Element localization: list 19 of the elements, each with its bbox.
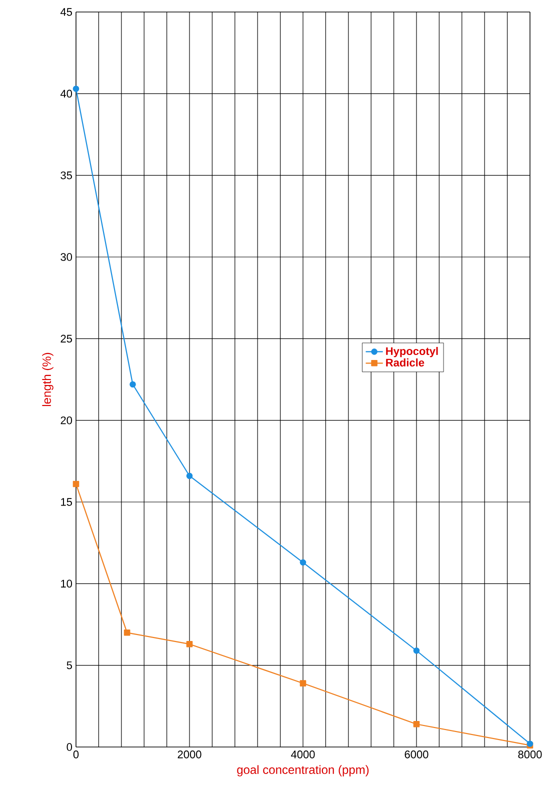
legend-label: Radicle (386, 358, 424, 366)
x-tick-label: 8000 (518, 750, 542, 758)
x-tick-label: 6000 (404, 750, 428, 758)
y-tick-label: 45 (60, 8, 72, 16)
y-tick-label: 35 (60, 171, 72, 180)
y-tick-label: 10 (61, 580, 72, 588)
y-tick-label: 40 (60, 90, 72, 98)
legend-label: Hypocotyl (386, 346, 438, 358)
y-axis-title: length (%) (42, 352, 54, 406)
y-tick-label: 15 (61, 498, 72, 506)
y-tick-label: 20 (60, 416, 72, 424)
y-tick-label: 25 (60, 334, 72, 343)
x-axis-title: goal concentration (ppm) (237, 765, 369, 776)
y-tick-label: 5 (66, 661, 72, 670)
x-tick-label: 0 (73, 750, 79, 758)
y-tick-label: 0 (66, 743, 72, 751)
x-tick-label: 2000 (178, 750, 202, 758)
x-tick-label: 4000 (291, 750, 315, 758)
y-tick-label: 30 (60, 253, 72, 261)
